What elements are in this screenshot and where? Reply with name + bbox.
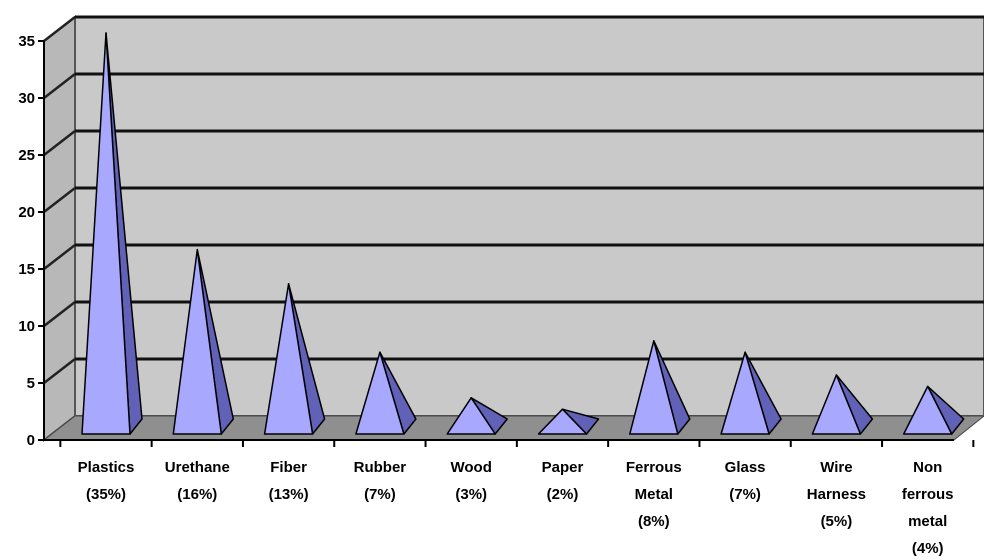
gridline-depth-35 (43, 16, 76, 42)
x-tick-label-line: (16%) (177, 486, 217, 503)
gridline-depth-10 (43, 301, 76, 327)
side-wall (43, 14, 76, 443)
axes (38, 40, 975, 447)
data-marks (81, 32, 965, 435)
x-tick-label-line: (7%) (729, 486, 761, 503)
x-tick-label-line: (2%) (547, 486, 579, 503)
pyramid-front-face (172, 248, 223, 435)
x-tick-label: Fiber (13%) (269, 459, 309, 503)
pyramid-bar (355, 351, 417, 435)
x-tick-label: Non ferrous metal (4%) (902, 459, 954, 557)
gridline-depth-30 (43, 73, 76, 99)
x-tick-label: Wire Harness (5%) (807, 459, 866, 530)
x-tick-label-line: Ferrous (626, 459, 682, 476)
x-tick-label: Urethane (16%) (165, 459, 230, 503)
y-tick-label: 20 (18, 204, 35, 221)
pyramid-bar (537, 408, 600, 435)
pyramid-front-face (81, 32, 131, 435)
pyramid-front-face (537, 408, 588, 435)
x-tick-label: Glass (7%) (725, 459, 766, 503)
pyramid-bar (446, 397, 508, 435)
x-tick-label-line: ferrous (902, 486, 954, 503)
x-tick-label-line: metal (908, 513, 947, 530)
x-tick-label: Wood (3%) (451, 459, 492, 503)
pyramid-bar (629, 340, 691, 435)
x-tick-label-line: Wire (820, 459, 852, 476)
gridline-depth-15 (43, 244, 76, 270)
pyramid-bar (172, 248, 235, 435)
x-tick-label: Plastics (35%) (78, 459, 135, 503)
pyramid-front-face (263, 283, 314, 435)
x-tick-label-line: (8%) (638, 513, 670, 530)
pyramid-front-face (629, 340, 679, 435)
x-tick-label-line: (4%) (912, 540, 944, 557)
gridline-depth-20 (43, 187, 76, 213)
x-tick-label-line: Paper (542, 459, 584, 476)
x-tick-label: Rubber (7%) (354, 459, 407, 503)
gridlines (43, 15, 984, 384)
pyramid-bar (263, 283, 326, 435)
x-tick-label-line: Plastics (78, 459, 135, 476)
x-tick-label-line: Rubber (354, 459, 407, 476)
gridline-depth-5 (43, 358, 76, 384)
x-tick-label-line: Non (913, 459, 942, 476)
pyramid-bar (720, 351, 782, 435)
y-tick-label: 30 (18, 90, 35, 107)
x-tick-label: Ferrous Metal (8%) (626, 459, 682, 530)
x-tick-label-line: (3%) (455, 486, 487, 503)
pyramid-bar (81, 32, 143, 435)
x-tick-label-line: Glass (725, 459, 766, 476)
pyramid-bar (811, 374, 874, 435)
pyramid-front-face (446, 397, 496, 435)
x-tick-label-line: (7%) (364, 486, 396, 503)
y-tick-label: 0 (27, 432, 35, 449)
y-tick-label: 10 (18, 318, 35, 335)
x-tick-label-line: Fiber (270, 459, 307, 476)
x-tick-label-line: Metal (635, 486, 673, 503)
x-tick-label-line: Urethane (165, 459, 230, 476)
pyramid-front-face (355, 351, 405, 435)
x-tick-label-line: (35%) (86, 486, 126, 503)
y-tick-labels: 0 5 10 15 20 25 30 35 (18, 33, 35, 449)
pyramid-front-face (720, 351, 770, 435)
pyramid-front-face (811, 374, 862, 435)
y-tick-label: 25 (18, 147, 35, 164)
pyramid-bar (902, 385, 965, 435)
x-tick-label-line: Wood (451, 459, 492, 476)
pyramid-front-face (902, 385, 953, 435)
y-tick-label: 35 (18, 33, 35, 50)
x-tick-labels: Plastics (35%) Urethane (16%) Fiber (13%) Rubb… (78, 459, 954, 557)
x-tick-label: Paper (2%) (542, 459, 584, 503)
x-tick-label-line: (13%) (269, 486, 309, 503)
x-tick-label-line: (5%) (821, 513, 853, 530)
x-tick-label-line: Harness (807, 486, 866, 503)
y-tick-label: 5 (27, 375, 35, 392)
y-tick-label: 15 (18, 261, 35, 278)
plot-background (43, 14, 984, 443)
gridline-depth-25 (43, 130, 76, 156)
